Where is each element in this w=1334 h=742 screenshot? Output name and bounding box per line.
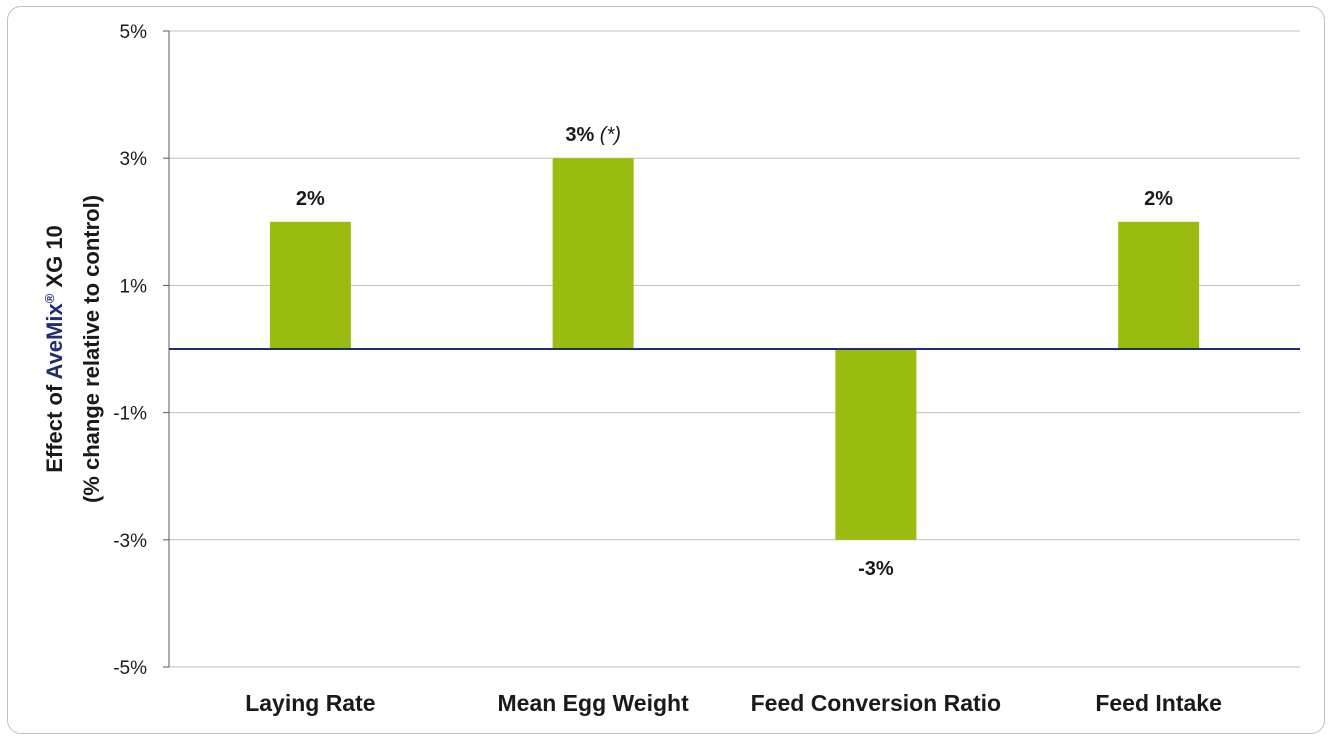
- y-axis-label-line2: (% change relative to control): [79, 195, 104, 503]
- bar: [552, 158, 634, 349]
- category-label: Feed Intake: [1095, 690, 1222, 716]
- bar: [835, 349, 917, 540]
- bars: [269, 158, 1200, 540]
- y-tick-label: -1%: [113, 404, 147, 425]
- data-label: -3%: [858, 558, 894, 580]
- y-tick-label: 5%: [120, 22, 148, 43]
- x-axis-categories: Laying Rate Mean Egg Weight Feed Conversio…: [245, 690, 1222, 716]
- y-axis-label-suffix: XG 10: [42, 225, 67, 293]
- chart-frame: [7, 6, 1325, 734]
- bar: [269, 221, 351, 349]
- data-label: 2%: [296, 188, 325, 210]
- y-axis-label-prefix: Effect of: [42, 380, 67, 473]
- bar: [1118, 221, 1200, 349]
- data-labels: 2% 3% (*) -3% 2%: [296, 124, 1173, 580]
- data-label: 2%: [1144, 188, 1173, 210]
- data-label: 3% (*): [565, 124, 621, 146]
- gridlines: [169, 30, 1300, 668]
- y-tick-label: -5%: [113, 658, 147, 679]
- y-axis-label: Effect of AveMix® XG 10: [42, 225, 67, 473]
- category-label: Laying Rate: [245, 690, 375, 716]
- y-axis-ticks: 5% 3% 1% -1% -3% -5%: [113, 22, 169, 679]
- y-axis-label-brand-mark: ®: [42, 293, 57, 303]
- y-tick-label: -3%: [113, 531, 147, 552]
- category-label: Feed Conversion Ratio: [751, 690, 1001, 716]
- category-label: Mean Egg Weight: [498, 690, 690, 716]
- y-tick-label: 1%: [120, 276, 148, 297]
- y-axis-label-brand: AveMix: [42, 303, 67, 380]
- y-tick-label: 3%: [120, 149, 148, 170]
